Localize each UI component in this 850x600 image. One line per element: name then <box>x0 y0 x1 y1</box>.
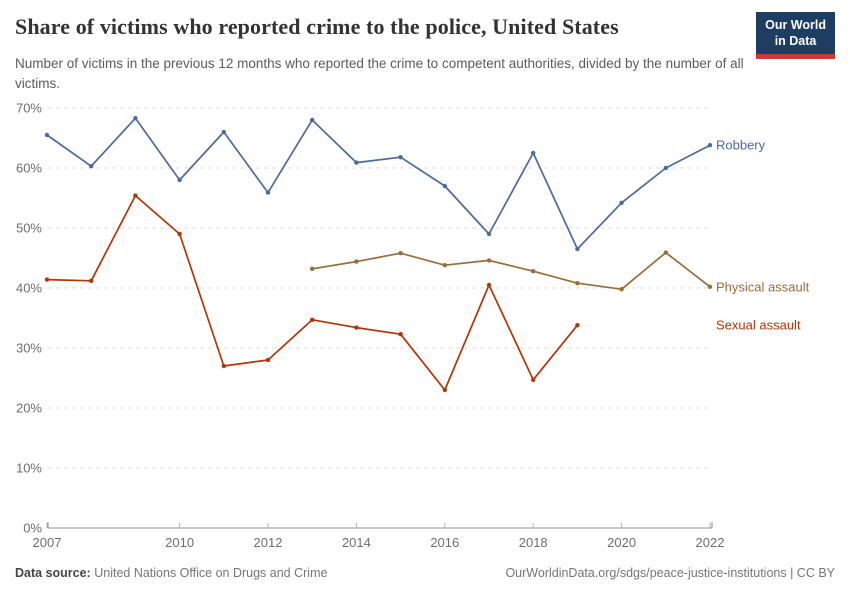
data-point-robbery[interactable] <box>575 246 580 252</box>
y-axis-tick-label: 30% <box>16 341 42 356</box>
data-point-robbery[interactable] <box>486 231 492 237</box>
x-axis-tick-label: 2012 <box>254 535 283 550</box>
series-line-physical-assault[interactable] <box>311 251 711 291</box>
data-point-robbery[interactable] <box>531 150 536 156</box>
owid-logo[interactable]: Our World in Data <box>756 12 835 59</box>
series-line-sexual-assault[interactable] <box>46 194 579 391</box>
data-point-physical-assault[interactable] <box>531 269 536 274</box>
data-point-physical-assault[interactable] <box>310 266 315 271</box>
data-point-physical-assault[interactable] <box>354 259 359 264</box>
data-point-robbery[interactable] <box>177 177 182 183</box>
x-axis-tick-label: 2018 <box>519 535 548 550</box>
y-axis-tick-label: 50% <box>16 221 42 236</box>
x-axis-tick-label: 2014 <box>342 535 371 550</box>
x-axis-tick-label: 2010 <box>165 535 194 550</box>
y-axis-tick-label: 20% <box>16 401 42 416</box>
x-axis-tick-label: 2007 <box>33 535 62 550</box>
data-point-sexual-assault[interactable] <box>575 323 580 328</box>
data-point-sexual-assault[interactable] <box>486 282 492 288</box>
chart-subtitle: Number of victims in the previous 12 mon… <box>15 56 744 91</box>
data-point-robbery[interactable] <box>354 160 359 165</box>
data-point-sexual-assault[interactable] <box>177 231 182 237</box>
y-axis-tick-label: 60% <box>16 161 42 176</box>
line-chart-svg: 0% 10% 20% 30% 40% 50% 60% 70% 2007 2010 2012 2014 2… <box>16 101 810 551</box>
owid-logo-line2: in Data <box>774 34 817 49</box>
data-point-robbery[interactable] <box>442 183 447 189</box>
data-point-sexual-assault[interactable] <box>442 387 447 393</box>
data-point-robbery[interactable] <box>44 132 50 138</box>
y-axis-tick-label: 0% <box>23 521 42 536</box>
page-title: Share of victims who reported crime to t… <box>15 14 619 39</box>
data-point-sexual-assault[interactable] <box>44 277 50 282</box>
y-axis-tick-label: 70% <box>16 101 42 116</box>
credit-link[interactable]: OurWorldinData.org/sdgs/peace-justice-in… <box>505 566 835 580</box>
line-chart: 0% 10% 20% 30% 40% 50% 60% 70% 2007 2010 2012 2014 2… <box>0 95 850 555</box>
data-point-physical-assault[interactable] <box>707 284 713 289</box>
data-point-physical-assault[interactable] <box>398 251 403 256</box>
data-point-sexual-assault[interactable] <box>310 317 315 322</box>
data-point-robbery[interactable] <box>133 116 138 121</box>
y-axis-tick-label: 40% <box>16 281 42 296</box>
data-point-physical-assault[interactable] <box>575 281 580 286</box>
data-point-physical-assault[interactable] <box>442 263 447 268</box>
series-label-sexual-assault[interactable]: Sexual assault <box>716 318 801 333</box>
data-point-sexual-assault[interactable] <box>221 363 226 369</box>
data-point-robbery[interactable] <box>707 143 713 148</box>
data-point-sexual-assault[interactable] <box>265 357 271 363</box>
data-source-label: Data source: <box>15 566 91 580</box>
series-label-physical-assault[interactable]: Physical assault <box>716 279 810 294</box>
data-point-sexual-assault[interactable] <box>398 332 403 337</box>
data-point-sexual-assault[interactable] <box>89 278 94 283</box>
data-point-sexual-assault[interactable] <box>133 193 138 198</box>
y-axis-tick-label: 10% <box>16 461 42 476</box>
data-point-robbery[interactable] <box>265 190 271 195</box>
data-point-physical-assault[interactable] <box>486 258 492 263</box>
data-point-sexual-assault[interactable] <box>531 377 536 382</box>
data-point-sexual-assault[interactable] <box>354 325 359 330</box>
data-point-robbery[interactable] <box>310 117 315 123</box>
data-point-robbery[interactable] <box>663 165 668 171</box>
data-point-robbery[interactable] <box>89 164 94 169</box>
data-point-robbery[interactable] <box>221 129 226 135</box>
series-label-robbery[interactable]: Robbery <box>716 138 766 153</box>
x-axis-tick-label: 2020 <box>607 535 636 550</box>
data-source-text: United Nations Office on Drugs and Crime <box>94 566 328 580</box>
data-point-physical-assault[interactable] <box>663 250 668 255</box>
owid-logo-line1: Our World <box>765 18 826 32</box>
data-source: Data source: United Nations Office on Dr… <box>15 566 327 580</box>
data-point-physical-assault[interactable] <box>619 287 624 292</box>
x-axis-tick-label: 2016 <box>430 535 459 550</box>
data-point-robbery[interactable] <box>619 200 624 205</box>
x-axis-tick-label: 2022 <box>696 535 725 550</box>
chart-footer: Data source: United Nations Office on Dr… <box>15 566 835 580</box>
data-point-robbery[interactable] <box>398 155 403 160</box>
series-line-robbery[interactable] <box>46 117 711 250</box>
